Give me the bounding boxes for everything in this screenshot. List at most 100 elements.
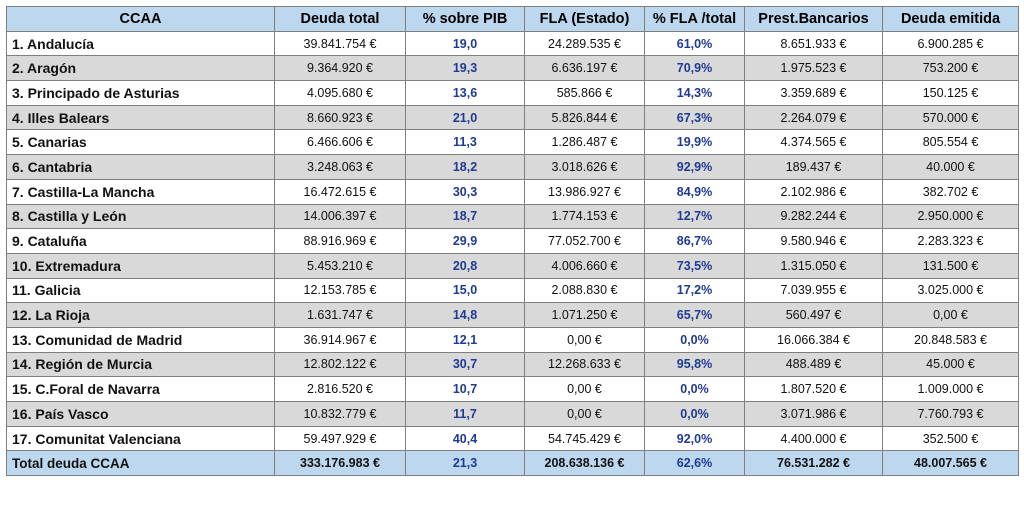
- cell-prest-bancarios: 16.066.384 €: [744, 326, 883, 353]
- cell-fla-estado: 6.636.197 €: [524, 55, 645, 82]
- cell-deuda-total: 16.472.615 €: [274, 178, 406, 205]
- cell-prest-bancarios: 1.315.050 €: [744, 252, 883, 279]
- cell-deuda-emitida: 352.500 €: [882, 425, 1019, 452]
- cell-prest-bancarios: 2.264.079 €: [744, 104, 883, 131]
- cell-ccaa: 13. Comunidad de Madrid: [6, 326, 275, 353]
- table-row: 5. Canarias 6.466.606 €11,3 1.286.487 €19,…: [6, 129, 1019, 156]
- cell-pct-pib: 11,3: [405, 129, 525, 156]
- column-header-pct-pib: % sobre PIB: [405, 6, 525, 32]
- cell-pct-pib: 30,3: [405, 178, 525, 205]
- cell-pct-fla: 84,9%: [644, 178, 745, 205]
- table-row: 4. Illes Balears 8.660.923 €21,0 5.826.844…: [6, 104, 1019, 131]
- cell-prest-bancarios: 76.531.282 €: [744, 450, 883, 477]
- cell-fla-estado: 3.018.626 €: [524, 154, 645, 180]
- cell-fla-estado: 13.986.927 €: [524, 178, 645, 205]
- cell-pct-pib: 12,1: [405, 326, 525, 353]
- cell-pct-fla: 17,2%: [644, 277, 745, 304]
- cell-fla-estado: 585.866 €: [524, 80, 645, 106]
- cell-pct-fla: 73,5%: [644, 252, 745, 279]
- cell-prest-bancarios: 3.359.689 €: [744, 80, 883, 106]
- cell-prest-bancarios: 1.807.520 €: [744, 376, 883, 402]
- cell-deuda-total: 36.914.967 €: [274, 326, 406, 353]
- cell-deuda-total: 39.841.754 €: [274, 30, 406, 57]
- cell-deuda-emitida: 40.000 €: [882, 154, 1019, 180]
- cell-ccaa: 9. Cataluña: [6, 228, 275, 254]
- cell-fla-estado: 1.286.487 €: [524, 129, 645, 156]
- cell-fla-estado: 12.268.633 €: [524, 351, 645, 378]
- cell-fla-estado: 77.052.700 €: [524, 228, 645, 254]
- cell-pct-fla: 86,7%: [644, 228, 745, 254]
- cell-pct-pib: 20,8: [405, 252, 525, 279]
- cell-pct-fla: 92,9%: [644, 154, 745, 180]
- cell-deuda-total: 8.660.923 €: [274, 104, 406, 131]
- cell-fla-estado: 24.289.535 €: [524, 30, 645, 57]
- cell-prest-bancarios: 4.374.565 €: [744, 129, 883, 156]
- header-row: CCAA Deuda total % sobre PIB FLA (Estado…: [6, 6, 1019, 32]
- cell-pct-pib: 14,8: [405, 302, 525, 328]
- column-header-prest-bancarios: Prest.Bancarios: [744, 6, 883, 32]
- cell-pct-fla: 67,3%: [644, 104, 745, 131]
- table-row: 2. Aragón 9.364.920 €19,3 6.636.197 €70,9%…: [6, 55, 1019, 82]
- cell-fla-estado: 1.071.250 €: [524, 302, 645, 328]
- cell-prest-bancarios: 189.437 €: [744, 154, 883, 180]
- cell-ccaa: Total deuda CCAA: [6, 450, 275, 477]
- cell-prest-bancarios: 488.489 €: [744, 351, 883, 378]
- cell-ccaa: 12. La Rioja: [6, 302, 275, 328]
- table-row: 7. Castilla-La Mancha 16.472.615 €30,3 13.…: [6, 178, 1019, 205]
- cell-pct-fla: 65,7%: [644, 302, 745, 328]
- cell-pct-pib: 13,6: [405, 80, 525, 106]
- cell-pct-pib: 29,9: [405, 228, 525, 254]
- cell-prest-bancarios: 560.497 €: [744, 302, 883, 328]
- cell-deuda-emitida: 45.000 €: [882, 351, 1019, 378]
- cell-deuda-total: 12.153.785 €: [274, 277, 406, 304]
- table-row: 15. C.Foral de Navarra 2.816.520 €10,7 0,0…: [6, 376, 1019, 402]
- cell-pct-fla: 95,8%: [644, 351, 745, 378]
- cell-deuda-total: 14.006.397 €: [274, 203, 406, 230]
- cell-pct-pib: 40,4: [405, 425, 525, 452]
- ccaa-debt-table: CCAA Deuda total % sobre PIB FLA (Estado…: [6, 6, 1019, 477]
- cell-pct-fla: 61,0%: [644, 30, 745, 57]
- cell-fla-estado: 0,00 €: [524, 326, 645, 353]
- cell-deuda-emitida: 3.025.000 €: [882, 277, 1019, 304]
- cell-pct-pib: 18,2: [405, 154, 525, 180]
- cell-pct-fla: 92,0%: [644, 425, 745, 452]
- cell-deuda-total: 333.176.983 €: [274, 450, 406, 477]
- cell-prest-bancarios: 1.975.523 €: [744, 55, 883, 82]
- cell-deuda-emitida: 7.760.793 €: [882, 401, 1019, 427]
- cell-fla-estado: 0,00 €: [524, 401, 645, 427]
- cell-pct-fla: 70,9%: [644, 55, 745, 82]
- cell-ccaa: 1. Andalucía: [6, 30, 275, 57]
- table-row: 16. País Vasco 10.832.779 €11,7 0,00 €0,0%…: [6, 401, 1019, 427]
- debt-table-container: CCAA Deuda total % sobre PIB FLA (Estado…: [6, 6, 1019, 477]
- column-header-fla-estado: FLA (Estado): [524, 6, 645, 32]
- cell-ccaa: 3. Principado de Asturias: [6, 80, 275, 106]
- table-row: 8. Castilla y León 14.006.397 €18,7 1.774.…: [6, 203, 1019, 230]
- cell-deuda-total: 88.916.969 €: [274, 228, 406, 254]
- column-header-ccaa: CCAA: [6, 6, 275, 32]
- cell-deuda-total: 4.095.680 €: [274, 80, 406, 106]
- cell-pct-pib: 21,0: [405, 104, 525, 131]
- table-row: 6. Cantabria 3.248.063 €18,2 3.018.626 €92…: [6, 154, 1019, 180]
- cell-prest-bancarios: 9.282.244 €: [744, 203, 883, 230]
- cell-deuda-emitida: 805.554 €: [882, 129, 1019, 156]
- cell-pct-fla: 62,6%: [644, 450, 745, 477]
- cell-fla-estado: 54.745.429 €: [524, 425, 645, 452]
- cell-deuda-emitida: 0,00 €: [882, 302, 1019, 328]
- table-row: 17. Comunitat Valenciana 59.497.929 €40,4…: [6, 425, 1019, 452]
- cell-pct-pib: 19,3: [405, 55, 525, 82]
- cell-deuda-total: 3.248.063 €: [274, 154, 406, 180]
- cell-deuda-emitida: 753.200 €: [882, 55, 1019, 82]
- table-row: 3. Principado de Asturias 4.095.680 €13,6…: [6, 80, 1019, 106]
- cell-deuda-total: 6.466.606 €: [274, 129, 406, 156]
- column-header-deuda-total: Deuda total: [274, 6, 406, 32]
- cell-fla-estado: 0,00 €: [524, 376, 645, 402]
- cell-deuda-emitida: 131.500 €: [882, 252, 1019, 279]
- table-row: 13. Comunidad de Madrid 36.914.967 €12,1 0…: [6, 326, 1019, 353]
- cell-deuda-emitida: 2.283.323 €: [882, 228, 1019, 254]
- total-row: Total deuda CCAA 333.176.983 €21,3 208.638…: [6, 450, 1019, 477]
- cell-deuda-emitida: 570.000 €: [882, 104, 1019, 131]
- cell-prest-bancarios: 9.580.946 €: [744, 228, 883, 254]
- cell-deuda-total: 10.832.779 €: [274, 401, 406, 427]
- cell-ccaa: 14. Región de Murcia: [6, 351, 275, 378]
- cell-deuda-total: 5.453.210 €: [274, 252, 406, 279]
